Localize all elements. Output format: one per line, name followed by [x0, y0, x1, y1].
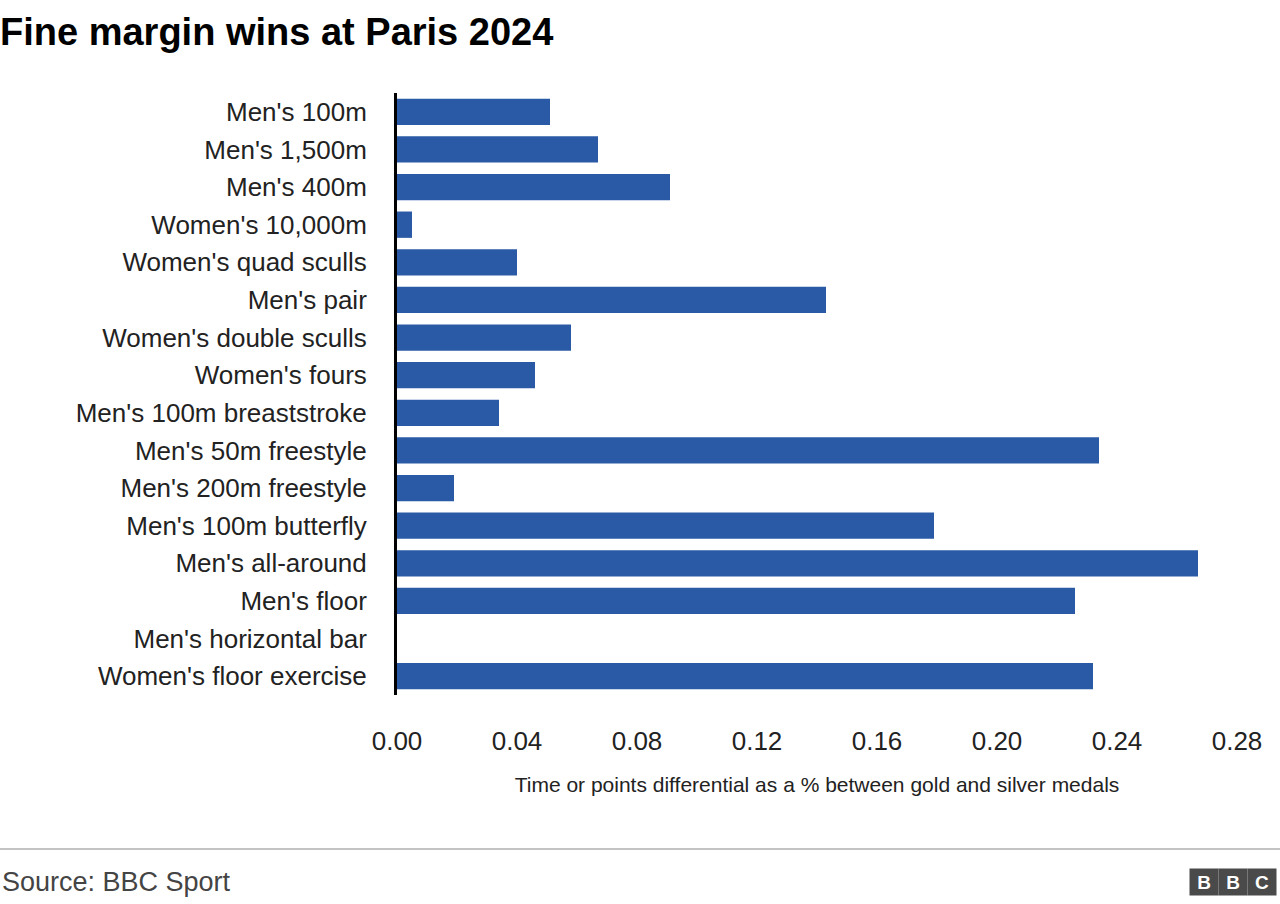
- svg-text:Time or points differential as: Time or points differential as a % betwe…: [515, 773, 1120, 796]
- svg-text:0.24: 0.24: [1092, 726, 1143, 756]
- svg-text:Men's 100m: Men's 100m: [226, 97, 367, 127]
- svg-text:Men's horizontal bar: Men's horizontal bar: [133, 624, 367, 654]
- svg-text:Men's pair: Men's pair: [248, 285, 367, 315]
- svg-text:Source: BBC Sport: Source: BBC Sport: [2, 867, 231, 897]
- svg-text:Women's double sculls: Women's double sculls: [102, 323, 367, 353]
- svg-text:Men's 100m breaststroke: Men's 100m breaststroke: [76, 398, 367, 428]
- svg-text:B: B: [1226, 872, 1240, 893]
- svg-text:Women's floor exercise: Women's floor exercise: [98, 661, 367, 691]
- svg-text:B: B: [1197, 872, 1211, 893]
- svg-text:0.04: 0.04: [492, 726, 543, 756]
- svg-text:0.00: 0.00: [372, 726, 423, 756]
- svg-text:Men's 200m freestyle: Men's 200m freestyle: [121, 473, 367, 503]
- svg-text:Men's 100m butterfly: Men's 100m butterfly: [126, 511, 367, 541]
- svg-text:0.08: 0.08: [612, 726, 663, 756]
- svg-text:0.20: 0.20: [972, 726, 1023, 756]
- svg-text:Women's quad sculls: Women's quad sculls: [122, 247, 366, 277]
- svg-text:Women's 10,000m: Women's 10,000m: [151, 210, 366, 240]
- svg-text:Men's all-around: Men's all-around: [175, 548, 366, 578]
- svg-text:0.12: 0.12: [732, 726, 783, 756]
- svg-text:Men's 50m freestyle: Men's 50m freestyle: [135, 436, 367, 466]
- svg-text:C: C: [1255, 872, 1269, 893]
- svg-text:Fine margin wins at Paris 2024: Fine margin wins at Paris 2024: [0, 11, 553, 53]
- svg-text:Men's floor: Men's floor: [240, 586, 367, 616]
- svg-text:0.28: 0.28: [1212, 726, 1263, 756]
- svg-text:Men's 1,500m: Men's 1,500m: [204, 135, 367, 165]
- svg-text:Men's 400m: Men's 400m: [226, 172, 367, 202]
- svg-text:Women's fours: Women's fours: [195, 360, 367, 390]
- svg-text:0.16: 0.16: [852, 726, 903, 756]
